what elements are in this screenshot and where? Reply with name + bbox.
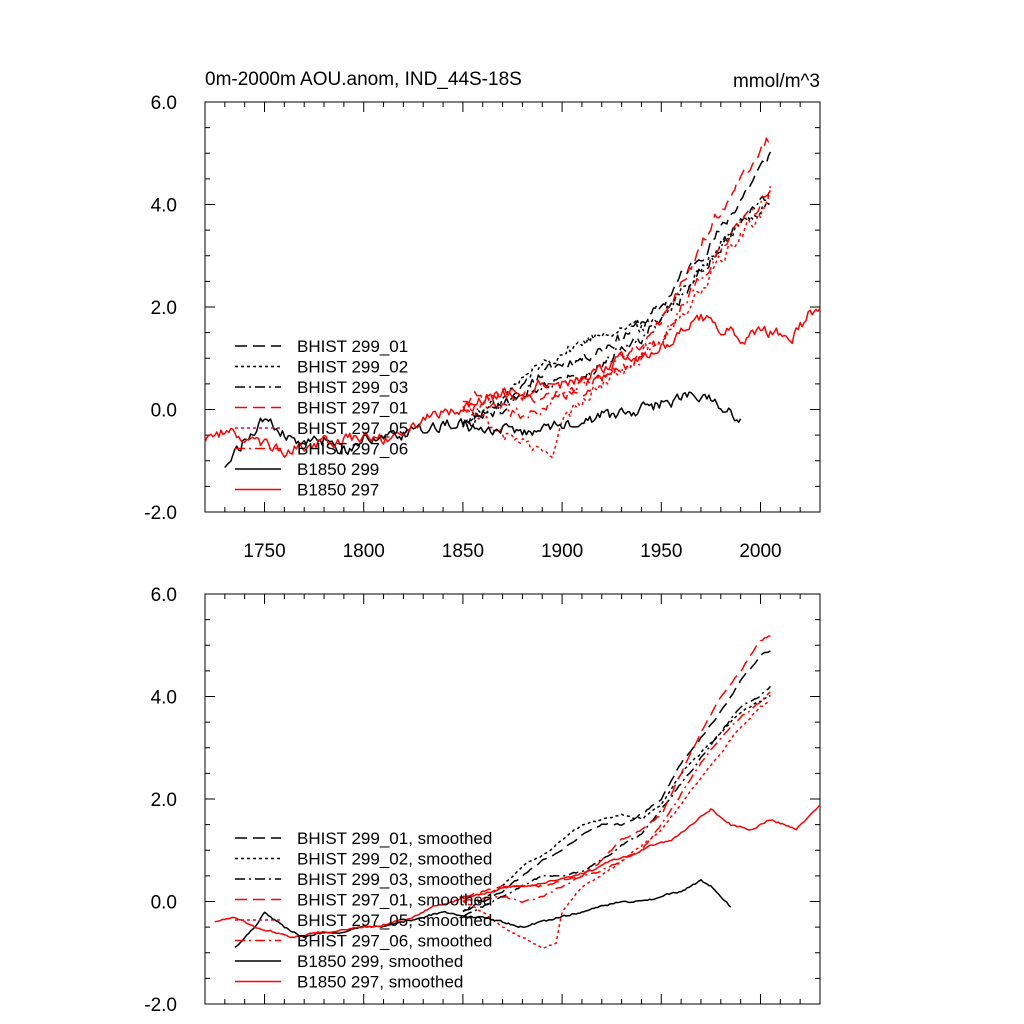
top-y-tick-label: 6.0: [151, 93, 177, 114]
top-y-tick-label: -2.0: [144, 503, 177, 524]
top-y-tick-label: 2.0: [151, 298, 177, 319]
top-x-tick-label: 2000: [739, 541, 781, 562]
top-x-tick-label: 1850: [442, 541, 484, 562]
top-series-line-3: [462, 190, 772, 428]
top-x-tick-label: 1800: [343, 541, 385, 562]
bottom-legend-label: BHIST 297_06, smoothed: [297, 932, 492, 951]
bottom-y-tick-label: 6.0: [151, 585, 177, 606]
bottom-legend-label: B1850 297, smoothed: [297, 973, 463, 992]
bottom-panel: -2.00.02.04.06.0 BHIST 299_01, smoothedB…: [144, 585, 821, 1016]
top-legend-label: BHIST 297_06: [297, 440, 408, 459]
top-legend-label: BHIST 299_01: [297, 337, 408, 356]
top-legend-label: BHIST 297_01: [297, 399, 408, 418]
bottom-legend-label: BHIST 297_01, smoothed: [297, 891, 492, 910]
top-x-tick-labels: 1750 1800 1850 1900 1950 2000: [243, 541, 781, 562]
bottom-series-line-7: [234, 879, 732, 948]
bottom-series-line-8: [214, 804, 821, 939]
bottom-y-tick-labels: -2.0 0.0 2.0 4.0 6.0: [144, 585, 177, 1016]
bottom-legend: BHIST 299_01, smoothed BHIST 299_02, smoo…: [235, 829, 492, 992]
bottom-series-line-5: [462, 700, 771, 950]
top-legend-label: BHIST 299_02: [297, 358, 408, 377]
bottom-legend-label: BHIST 297_05, smoothed: [297, 911, 492, 930]
top-series-line-7: [224, 391, 742, 469]
top-series-line-8: [204, 307, 821, 459]
top-tick-marks: [204, 101, 821, 513]
top-series-lines: [204, 137, 821, 469]
top-series-line-1: [462, 151, 772, 424]
top-legend-label: BHIST 299_03: [297, 378, 408, 397]
bottom-series-lines: [214, 634, 821, 950]
top-y-tick-label: 0.0: [151, 401, 177, 422]
top-panel-title: 0m-2000m AOU.anom, IND_44S-18S: [205, 69, 522, 90]
bottom-series-line-4: [462, 634, 771, 898]
bottom-y-tick-label: 0.0: [151, 893, 177, 914]
top-panel-units: mmol/m^3: [733, 71, 820, 92]
top-series-line-2: [462, 201, 771, 428]
top-series-line-4: [462, 137, 771, 404]
bottom-legend-label: BHIST 299_01, smoothed: [297, 829, 492, 848]
bottom-legend-label: B1850 299, smoothed: [297, 952, 463, 971]
top-y-tick-labels: -2.0 0.0 2.0 4.0 6.0: [144, 93, 177, 524]
top-panel: 0m-2000m AOU.anom, IND_44S-18S mmol/m^3 …: [144, 69, 821, 562]
bottom-series-line-1: [462, 650, 771, 913]
top-legend-label: B1850 297: [297, 481, 379, 500]
bottom-series-line-6: [462, 691, 771, 904]
top-series-line-5: [462, 188, 772, 459]
bottom-series-line-2: [462, 694, 771, 913]
bottom-y-tick-label: 4.0: [151, 688, 177, 709]
bottom-y-tick-label: -2.0: [144, 995, 177, 1016]
top-x-tick-label: 1900: [541, 541, 583, 562]
bottom-series-line-3: [462, 685, 771, 918]
top-series-line-6: [462, 185, 772, 420]
top-y-tick-label: 4.0: [151, 196, 177, 217]
bottom-legend-label: BHIST 299_03, smoothed: [297, 870, 492, 889]
top-x-tick-label: 1950: [640, 541, 682, 562]
bottom-y-tick-label: 2.0: [151, 790, 177, 811]
top-x-tick-label: 1750: [243, 541, 285, 562]
bottom-legend-label: BHIST 299_02, smoothed: [297, 850, 492, 869]
top-legend-label: B1850 299: [297, 460, 379, 479]
bottom-tick-marks: [204, 593, 821, 1005]
top-legend-label: BHIST 297_05: [297, 419, 408, 438]
